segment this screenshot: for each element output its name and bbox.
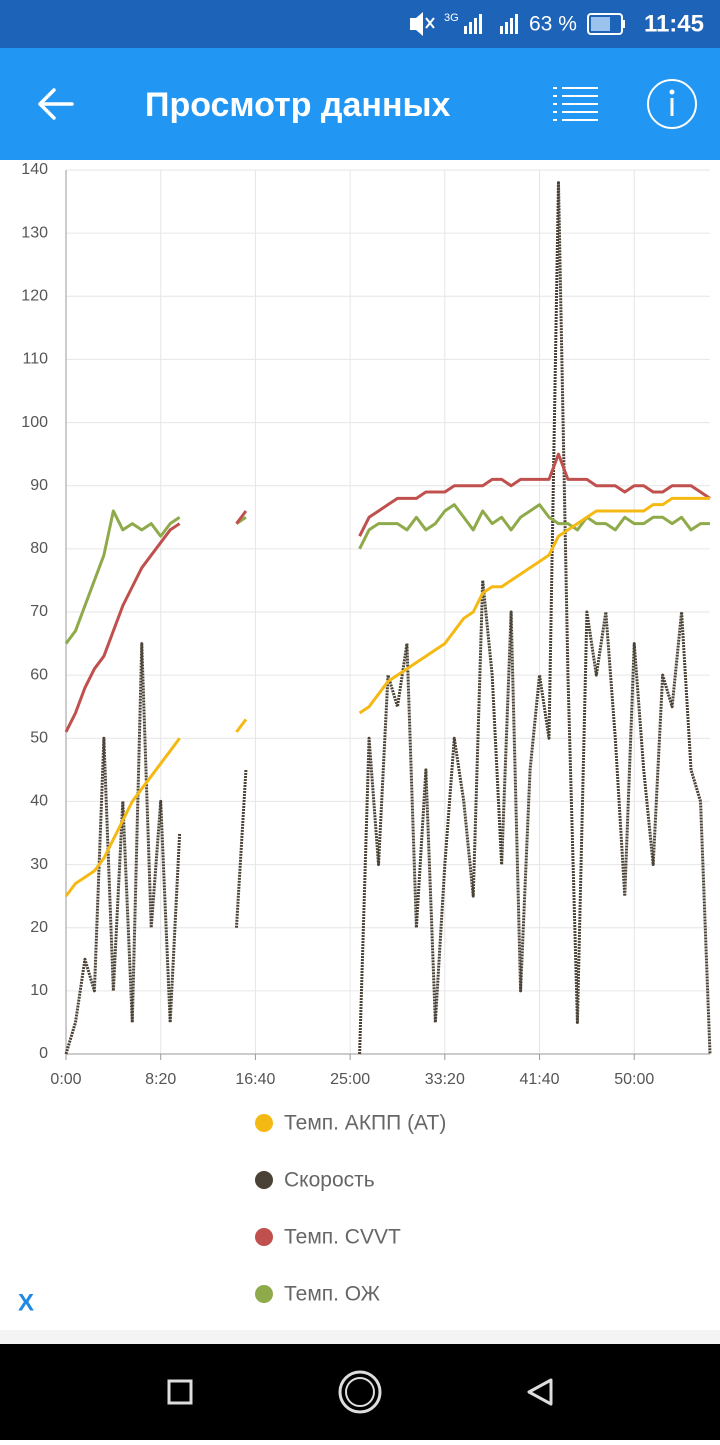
data-line bbox=[64, 181, 712, 1055]
legend-marker bbox=[255, 1285, 273, 1303]
y-tick-label: 130 bbox=[21, 224, 48, 241]
y-tick-label: 10 bbox=[30, 982, 48, 999]
x-tick-label: 16:40 bbox=[235, 1071, 275, 1088]
x-tick-label: 50:00 bbox=[614, 1071, 654, 1088]
y-tick-label: 100 bbox=[21, 414, 48, 431]
battery-tip bbox=[622, 20, 625, 28]
y-tick-label: 40 bbox=[30, 793, 48, 810]
info-stem bbox=[670, 98, 674, 116]
data-line bbox=[64, 452, 711, 733]
info-circle bbox=[647, 79, 697, 129]
signal-bar bbox=[469, 22, 472, 34]
legend-marker bbox=[255, 1171, 273, 1189]
y-tick-label: 50 bbox=[30, 730, 48, 747]
signal-bar bbox=[474, 18, 477, 34]
back-nav-button[interactable] bbox=[527, 1378, 553, 1406]
signal-bar bbox=[515, 14, 518, 34]
status-bar bbox=[0, 0, 720, 48]
mute-cross bbox=[425, 17, 435, 29]
legend-marker bbox=[255, 1114, 273, 1132]
home-button[interactable] bbox=[338, 1370, 382, 1414]
x-tick-label: 25:00 bbox=[330, 1071, 370, 1088]
y-tick-label: 120 bbox=[21, 288, 48, 305]
back-arrow bbox=[38, 88, 74, 120]
clock: 11:45 bbox=[644, 10, 704, 37]
y-tick-label: 30 bbox=[30, 856, 48, 873]
network-type: 3G bbox=[444, 12, 459, 24]
list-bullets bbox=[553, 87, 557, 121]
status-icons bbox=[410, 12, 625, 36]
info-button[interactable] bbox=[647, 79, 697, 129]
y-tick-label: 140 bbox=[21, 161, 48, 178]
signal-bar bbox=[479, 14, 482, 34]
x-tick-label: 33:20 bbox=[425, 1071, 465, 1088]
battery-level bbox=[591, 17, 610, 31]
app-bar bbox=[0, 48, 720, 160]
signal-bar bbox=[500, 26, 503, 34]
y-tick-label: 20 bbox=[30, 919, 48, 936]
legend-label: Скорость bbox=[284, 1169, 375, 1192]
signal-bar bbox=[464, 26, 467, 34]
data-line bbox=[64, 496, 710, 898]
close-button[interactable]: X bbox=[18, 1289, 34, 1316]
y-tick-label: 60 bbox=[30, 666, 48, 683]
chart: 0 10 20 30 40 50 60 70 80 90 100 110 120 130 140 0:00 8:… bbox=[21, 161, 712, 1306]
x-tick-label: 8:20 bbox=[145, 1071, 176, 1088]
recent-apps-button[interactable] bbox=[167, 1379, 193, 1405]
home-inner bbox=[345, 1377, 375, 1407]
y-tick-label: 80 bbox=[30, 540, 48, 557]
list-button[interactable] bbox=[553, 87, 598, 121]
mute-icon bbox=[410, 12, 423, 36]
legend-label: Темп. CVVT bbox=[284, 1226, 401, 1249]
x-tick-label: 0:00 bbox=[50, 1071, 81, 1088]
bottom-strip bbox=[0, 1330, 720, 1344]
battery-percent: 63 % bbox=[529, 13, 577, 36]
y-tick-label: 70 bbox=[30, 603, 48, 620]
info-dot bbox=[669, 89, 675, 95]
y-tick-label: 90 bbox=[30, 477, 48, 494]
x-tick-label: 41:40 bbox=[520, 1071, 560, 1088]
y-tick-label: 0 bbox=[39, 1045, 48, 1062]
nav-bar bbox=[0, 1344, 720, 1440]
list-icon bbox=[562, 87, 598, 121]
y-tick-label: 110 bbox=[22, 351, 48, 368]
legend-marker bbox=[255, 1228, 273, 1246]
signal-bar bbox=[510, 18, 513, 34]
legend-label: Темп. ОЖ bbox=[284, 1283, 381, 1306]
legend-label: Темп. АКПП (AT) bbox=[284, 1112, 446, 1135]
app-title: Просмотр данных bbox=[145, 86, 451, 124]
signal-bar bbox=[505, 22, 508, 34]
back-button[interactable] bbox=[38, 88, 74, 120]
